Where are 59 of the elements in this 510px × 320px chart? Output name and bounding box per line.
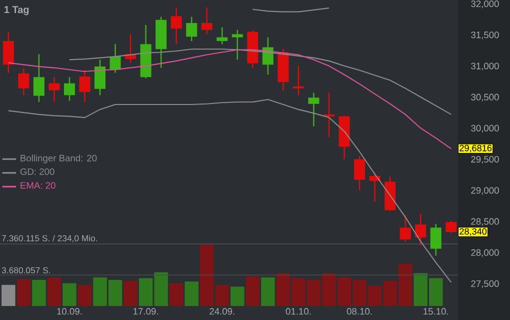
y-tick-label: 32,000 bbox=[471, 0, 499, 8]
candlestick bbox=[2, 32, 14, 74]
y-tick-label: 28,000 bbox=[471, 249, 499, 257]
ref-line-label: 3.680.057 S. bbox=[2, 267, 50, 274]
y-tick-label: 31,500 bbox=[471, 32, 499, 40]
bar bbox=[62, 283, 76, 306]
text: 28,340 bbox=[460, 228, 487, 236]
candlestick bbox=[33, 54, 44, 103]
candlestick bbox=[201, 6, 212, 35]
text: 29,6816 bbox=[460, 144, 492, 152]
candlestick bbox=[186, 16, 198, 42]
bar bbox=[184, 282, 198, 306]
bar bbox=[16, 279, 31, 306]
bar bbox=[169, 283, 184, 306]
x-tick-label: 10.09. bbox=[57, 308, 82, 315]
legend-label: EMA: 20 bbox=[20, 182, 56, 189]
candlestick bbox=[308, 92, 320, 127]
bar bbox=[246, 276, 260, 306]
candlestick bbox=[94, 59, 106, 96]
candlestick bbox=[64, 76, 75, 102]
candlestick bbox=[216, 26, 228, 45]
bar bbox=[32, 280, 46, 306]
y-tick-label: 29,500 bbox=[471, 156, 499, 164]
bar bbox=[215, 284, 230, 306]
bar bbox=[124, 280, 138, 306]
bar bbox=[47, 277, 62, 306]
candlestick bbox=[110, 44, 121, 74]
candlestick bbox=[400, 214, 411, 243]
candlestick bbox=[232, 29, 243, 60]
x-tick-label: 24.09. bbox=[210, 308, 234, 315]
candlestick bbox=[324, 92, 334, 138]
candlestick bbox=[415, 213, 426, 246]
candlestick bbox=[79, 69, 90, 103]
x-tick-label: 08.10. bbox=[346, 308, 372, 315]
candlestick bbox=[446, 220, 457, 234]
y-tick-label: 30,000 bbox=[471, 124, 499, 133]
y-tick-label: 30,500 bbox=[471, 94, 499, 102]
y-tick-label: 27,500 bbox=[471, 280, 499, 288]
x-tick-label: 17.09. bbox=[134, 308, 158, 315]
ref-line-label: 7.360.115 S. / 234,0 Mio. bbox=[2, 234, 97, 242]
legend-label: Bollinger Band: 20 bbox=[20, 154, 97, 164]
y-tick-label: 31,000 bbox=[471, 62, 499, 70]
candlestick bbox=[354, 156, 366, 191]
bar bbox=[78, 284, 92, 306]
bar bbox=[230, 286, 244, 306]
bar bbox=[261, 277, 275, 306]
text: 1 Tag bbox=[4, 6, 29, 16]
candlestick bbox=[430, 223, 442, 256]
candlestick bbox=[48, 76, 60, 103]
bar bbox=[200, 244, 214, 306]
candlestick bbox=[170, 6, 182, 45]
bar bbox=[2, 284, 16, 306]
y-tick-label: 29,000 bbox=[471, 187, 499, 195]
candlestick bbox=[18, 68, 30, 96]
y-tick-label: 28,500 bbox=[471, 218, 499, 226]
x-tick-label: 01.10. bbox=[286, 308, 311, 315]
candlestick bbox=[292, 65, 304, 96]
legend-label: GD: 200 bbox=[20, 168, 54, 175]
x-tick-label: 15.10. bbox=[424, 308, 448, 315]
